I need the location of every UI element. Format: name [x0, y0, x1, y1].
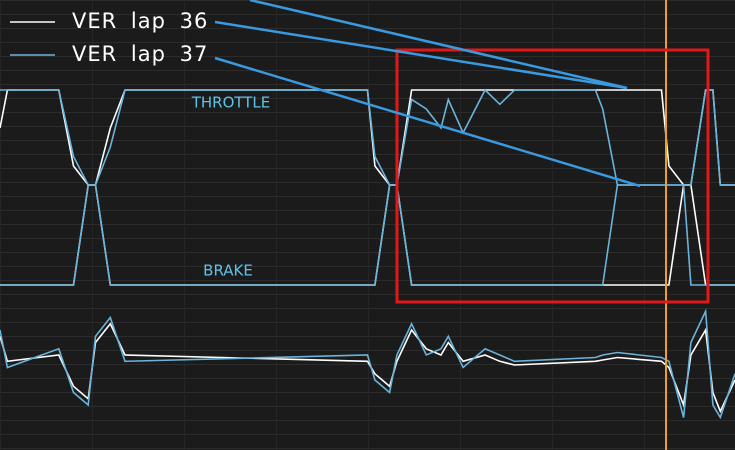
legend-label: VER lap 37	[72, 42, 208, 66]
highlight-box	[395, 48, 710, 304]
legend-label: VER lap 36	[72, 9, 208, 33]
legend: VER lap 36 VER lap 37	[10, 9, 208, 66]
telemetry-line	[0, 308, 735, 420]
plot-area	[0, 88, 735, 420]
brake-label: BRAKE	[203, 262, 253, 280]
telemetry-line	[0, 184, 735, 286]
annotation-arrow	[214, 56, 641, 188]
annotation-arrow	[214, 20, 628, 90]
throttle-label: THROTTLE	[191, 94, 271, 112]
annotation-arrow	[249, 0, 628, 90]
